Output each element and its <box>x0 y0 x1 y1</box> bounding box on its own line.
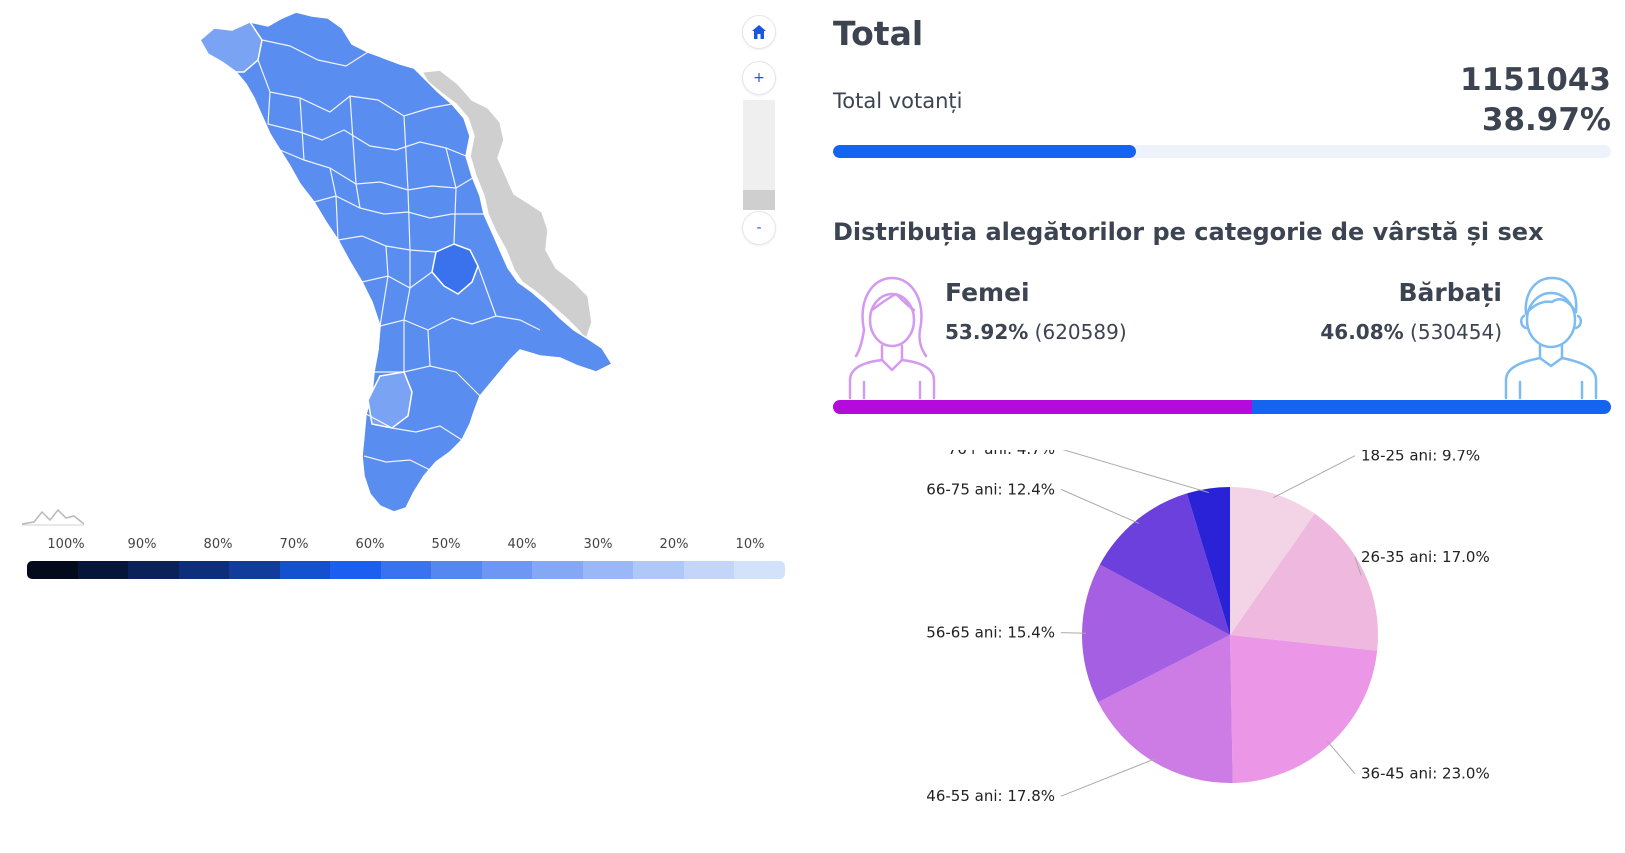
male-avatar-icon <box>1504 276 1598 400</box>
pie-slice-label: 36-45 ani: 23.0% <box>1361 765 1490 783</box>
age-pie-chart: 18-25 ani: 9.7% 26-35 ani: 17.0% 36-45 ani… <box>926 450 1490 805</box>
home-button[interactable] <box>743 16 775 48</box>
map-region-district-center[interactable] <box>431 243 479 295</box>
map-sparkline-icon <box>21 508 85 525</box>
pie-slice[interactable] <box>1230 635 1378 783</box>
map-panel: + - 100% 90% 80% 70% 60% 50% 40% 30% 20% 10% <box>0 0 790 853</box>
female-label: Femei <box>945 278 1030 307</box>
male-count: (530454) <box>1410 320 1502 344</box>
female-avatar-icon <box>848 276 936 400</box>
gender-ratio-bar <box>833 400 1611 414</box>
home-icon <box>752 25 766 39</box>
pie-slice[interactable] <box>1099 493 1230 635</box>
legend-label: 80% <box>203 537 233 552</box>
legend-color-scale <box>27 561 785 579</box>
pie-slice-label: 46-55 ani: 17.8% <box>926 787 1055 805</box>
female-count: (620589) <box>1034 320 1127 344</box>
map-district-borders <box>257 39 541 471</box>
page-title: Total <box>833 14 924 53</box>
male-stats: 46.08% (530454) <box>1320 320 1502 344</box>
legend-label: 50% <box>431 537 461 552</box>
zoom-out-button[interactable]: - <box>743 212 775 244</box>
zoom-slider-thumb[interactable] <box>743 190 775 210</box>
pie-slice[interactable] <box>1186 487 1230 635</box>
legend-color-step <box>481 561 533 579</box>
map-region-district-north[interactable] <box>199 21 263 73</box>
legend-label: 30% <box>583 537 613 552</box>
male-percent: 46.08% <box>1320 320 1404 344</box>
legend-label: 90% <box>127 537 157 552</box>
zoom-in-button[interactable]: + <box>743 62 775 94</box>
legend-color-step <box>380 561 432 579</box>
legend-color-step <box>229 561 280 579</box>
legend-color-step <box>431 561 482 579</box>
legend-color-step <box>77 561 129 579</box>
pie-leader-line <box>1272 455 1356 499</box>
pie-slice-label: 76+ ani: 4.7% <box>948 450 1055 458</box>
pie-slice[interactable] <box>1098 635 1233 783</box>
female-percent: 53.92% <box>945 320 1029 344</box>
legend-color-step <box>582 561 634 579</box>
legend-color-step <box>683 561 735 579</box>
pie-leader-line <box>1060 488 1140 524</box>
pie-slice[interactable] <box>1082 564 1230 703</box>
pie-slice-label: 18-25 ani: 9.7% <box>1361 450 1480 465</box>
legend-label: 100% <box>47 537 85 552</box>
legend-color-step <box>27 561 78 579</box>
turnout-progress-bar <box>833 145 1611 158</box>
pie-slice-label: 26-35 ani: 17.0% <box>1361 548 1490 566</box>
pie-slice[interactable] <box>1230 513 1378 651</box>
voters-percent: 38.97% <box>1481 102 1611 138</box>
pie-slice[interactable] <box>1230 487 1315 635</box>
legend-color-step <box>734 561 785 579</box>
pie-leader-line <box>1354 556 1362 576</box>
legend-label: 70% <box>279 537 309 552</box>
voters-count: 1151043 <box>1460 62 1611 98</box>
legend-label: 60% <box>355 537 385 552</box>
zoom-slider[interactable] <box>743 100 775 210</box>
legend-label: 20% <box>659 537 689 552</box>
pie-leader-line <box>1060 632 1087 634</box>
gender-bar-male <box>1252 400 1611 414</box>
pie-leader-line <box>1326 740 1356 774</box>
turnout-progress-fill <box>833 145 1137 158</box>
male-label: Bărbați <box>1398 278 1502 307</box>
legend-label: 10% <box>735 537 765 552</box>
legend-color-step <box>532 561 583 579</box>
moldova-turnout-map[interactable] <box>0 0 790 530</box>
gender-bar-female <box>833 400 1253 414</box>
legend-color-step <box>178 561 230 579</box>
distribution-title: Distribuția alegătorilor pe categorie de… <box>833 218 1544 246</box>
pie-slice-label: 56-65 ani: 15.4% <box>926 624 1055 642</box>
legend-color-step <box>279 561 331 579</box>
legend-label: 40% <box>507 537 537 552</box>
legend-color-step <box>128 561 179 579</box>
female-stats: 53.92% (620589) <box>945 320 1127 344</box>
legend-color-step <box>330 561 381 579</box>
voters-label: Total votanți <box>833 89 963 113</box>
pie-leader-line <box>1062 450 1209 494</box>
legend-labels: 100% 90% 80% 70% 60% 50% 40% 30% 20% 10% <box>27 537 787 557</box>
pie-slice-label: 66-75 ani: 12.4% <box>926 480 1055 498</box>
legend-color-step <box>633 561 684 579</box>
pie-leader-line <box>1060 758 1157 797</box>
